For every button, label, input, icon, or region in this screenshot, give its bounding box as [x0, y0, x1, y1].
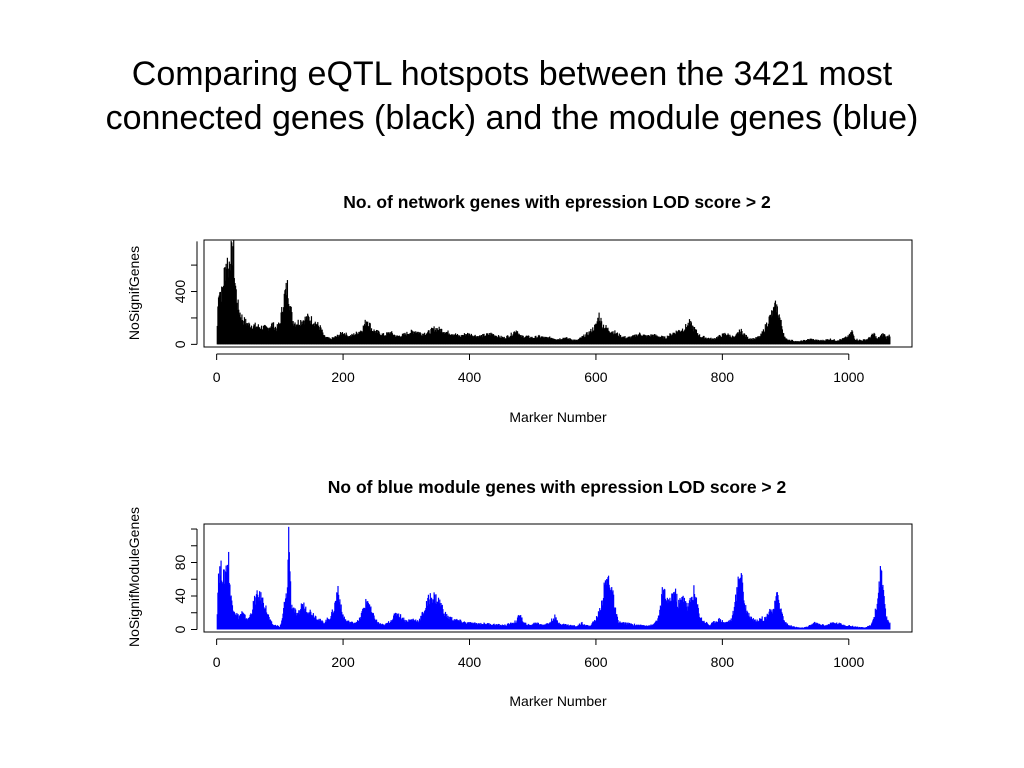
x-axis-label: Marker Number	[509, 693, 607, 709]
slide-title: Comparing eQTL hotspots between the 3421…	[0, 52, 1024, 140]
x-axis: 0 200 400 600 800 1000	[213, 353, 865, 385]
plot-frame	[203, 523, 913, 633]
y-tick-label: 400	[172, 280, 188, 304]
plot-frame	[203, 239, 913, 348]
slide-title-line-1: Comparing eQTL hotspots between the 3421…	[131, 55, 893, 93]
x-tick-label: 200	[331, 369, 355, 385]
x-axis: 0 200 400 600 800 1000	[213, 638, 865, 670]
slide-title-line-2: connected genes (black) and the module g…	[105, 99, 919, 137]
y-tick-label: 0	[172, 340, 188, 348]
x-tick-label: 0	[213, 369, 221, 385]
x-tick-label: 1000	[833, 654, 864, 670]
y-tick-label: 0	[172, 625, 188, 633]
y-tick-label: 80	[172, 555, 188, 571]
x-tick-label: 600	[584, 369, 608, 385]
x-tick-label: 800	[711, 369, 735, 385]
bars-series	[216, 240, 891, 345]
x-axis-label: Marker Number	[509, 409, 607, 425]
x-tick-label: 1000	[833, 369, 864, 385]
x-tick-label: 800	[711, 654, 735, 670]
bars-series	[216, 526, 891, 630]
x-tick-label: 200	[331, 654, 355, 670]
y-axis-label: NoSignifGenes	[126, 246, 142, 340]
chart-title: No. of network genes with epression LOD …	[343, 192, 771, 212]
y-axis: 0 400	[172, 241, 198, 348]
y-axis-label: NoSignifModuleGenes	[126, 507, 142, 647]
chart-network-genes: No. of network genes with epression LOD …	[126, 192, 913, 425]
chart-title: No of blue module genes with epression L…	[328, 477, 787, 497]
x-tick-label: 0	[213, 654, 221, 670]
x-tick-label: 600	[584, 654, 608, 670]
chart-module-genes: No of blue module genes with epression L…	[126, 477, 913, 709]
y-axis: 0 40 80	[172, 528, 198, 633]
y-tick-label: 40	[172, 588, 188, 604]
x-tick-label: 400	[458, 654, 482, 670]
x-tick-label: 400	[458, 369, 482, 385]
